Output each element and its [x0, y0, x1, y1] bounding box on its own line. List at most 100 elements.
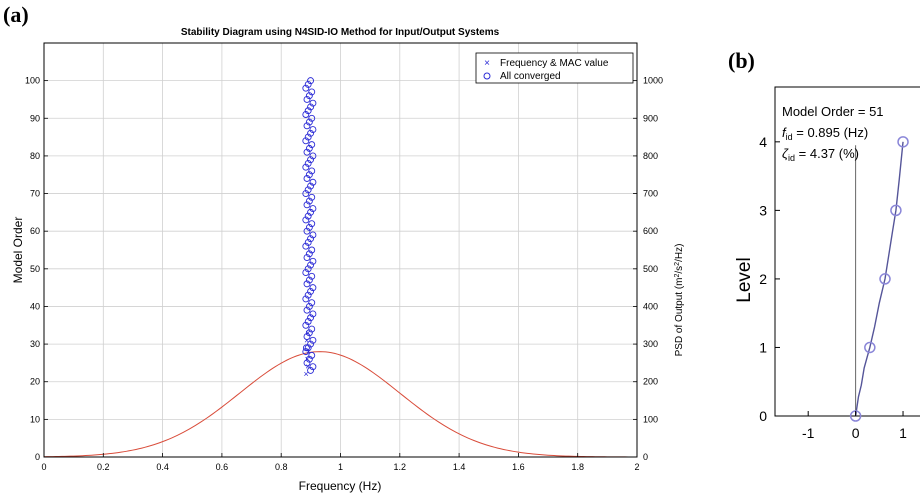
o-marker	[307, 366, 315, 374]
y-tick-label: 40	[30, 301, 40, 311]
o-marker	[308, 193, 316, 201]
o-marker	[305, 223, 313, 231]
x-marker: ×	[303, 369, 308, 379]
o-marker	[303, 254, 311, 261]
stability-diagram: ×××××× 0 0.2 0.4 0.6 0.8 1 1.2 1.4 1.6 1.8 2010203…	[11, 27, 685, 493]
annotation-frequency: fid = 0.895 (Hz)	[782, 125, 868, 142]
x-tick-label: 2	[634, 462, 639, 472]
o-marker	[304, 239, 312, 246]
o-marker	[302, 84, 310, 92]
o-marker	[307, 287, 315, 295]
y2-tick-label: 700	[643, 189, 658, 199]
legend-x-marker: ×	[484, 58, 490, 69]
o-marker	[303, 333, 311, 341]
o-marker	[309, 336, 317, 344]
legend-entry-all-converged: All converged	[500, 71, 561, 82]
y-axis-label: Model Order	[11, 217, 25, 284]
o-marker	[302, 137, 310, 145]
o-marker	[302, 163, 310, 171]
y2-tick-label: 400	[643, 301, 658, 311]
o-marker	[308, 88, 316, 96]
x-marker: ×	[304, 335, 309, 345]
o-marker	[303, 280, 311, 288]
o-marker	[305, 144, 313, 152]
o-marker	[305, 250, 313, 258]
ticks-b: -1 0 1 0 1 2 3 4	[759, 134, 907, 441]
x-tick-label: 1.8	[571, 462, 584, 472]
o-marker	[305, 355, 313, 363]
mode-point	[897, 136, 909, 148]
x-tick-label-b: 1	[899, 425, 907, 441]
y-tick-label-b: 3	[759, 202, 767, 218]
level-axis-label: Level	[734, 257, 755, 302]
o-marker	[304, 107, 312, 115]
y-tick-label: 90	[30, 113, 40, 123]
y-tick-label: 30	[30, 339, 40, 349]
x-marker: ×	[305, 362, 310, 372]
o-marker	[304, 212, 312, 220]
legend-box	[475, 52, 634, 84]
x-tick-label: 0.2	[97, 462, 110, 472]
o-marker	[307, 261, 315, 269]
mode-point	[890, 204, 902, 217]
psd-curve	[43, 351, 638, 458]
y2-tick-label: 600	[643, 226, 658, 236]
o-marker	[302, 321, 310, 329]
o-marker	[309, 231, 317, 239]
y2-tick-label: 800	[643, 151, 658, 161]
y-tick-label: 70	[30, 189, 40, 199]
panel-b-label: (b)	[728, 48, 755, 73]
o-marker	[309, 178, 317, 186]
o-marker	[304, 133, 312, 141]
o-marker	[305, 329, 313, 337]
x-tick-label: 1.6	[512, 462, 525, 472]
o-marker	[305, 276, 313, 284]
y2-tick-label: 200	[643, 377, 658, 387]
ticks-a: 0 0.2 0.4 0.6 0.8 1 1.2 1.4 1.6 1.8 20102030405060…	[25, 76, 663, 472]
y2-tick-label: 500	[643, 264, 658, 274]
o-marker	[309, 257, 317, 265]
o-marker	[303, 359, 311, 367]
o-marker	[302, 111, 310, 118]
o-marker	[308, 246, 316, 254]
series-all-converged	[302, 77, 317, 374]
y-tick-label-b: 0	[759, 408, 767, 424]
x-tick-label: 0.8	[275, 462, 288, 472]
o-marker	[304, 265, 312, 273]
mode-point	[864, 341, 876, 354]
o-marker	[308, 220, 316, 228]
x-tick-label: 0.6	[216, 462, 229, 472]
legend-entry-frequency-mac: Frequency & MAC value	[500, 58, 609, 69]
o-marker	[309, 99, 317, 107]
o-marker	[307, 314, 315, 322]
o-marker	[307, 208, 315, 216]
y-tick-label: 60	[30, 226, 40, 236]
o-marker	[309, 284, 317, 292]
o-marker	[303, 122, 311, 130]
o-marker	[303, 96, 311, 103]
y-tick-label: 50	[30, 264, 40, 274]
y-tick-label-b: 4	[759, 134, 767, 150]
o-marker	[305, 303, 313, 310]
y-tick-label-b: 1	[759, 339, 767, 355]
o-marker	[304, 344, 312, 352]
x-tick-label: 1.4	[453, 462, 466, 472]
o-marker	[308, 299, 316, 307]
x-axis-label: Frequency (Hz)	[299, 479, 382, 493]
o-marker	[309, 205, 317, 213]
o-marker	[308, 351, 316, 359]
o-marker	[308, 325, 316, 333]
annotation-model-order: Model Order = 51	[782, 104, 884, 119]
y2-tick-label: 100	[643, 414, 658, 424]
o-marker	[303, 306, 311, 314]
o-marker	[304, 291, 312, 299]
legend: × Frequency & MAC value All converged	[475, 52, 634, 84]
mode-shape-panel: -1 0 1 0 1 2 3 4 Level Model Order = 51 fid = 0…	[734, 86, 920, 441]
chart-title: Stability Diagram using N4SID-IO Method …	[181, 27, 500, 38]
y-tick-label: 10	[30, 414, 40, 424]
o-marker	[302, 242, 310, 250]
o-marker	[302, 344, 310, 352]
o-marker	[308, 141, 316, 149]
o-marker	[305, 171, 313, 179]
x-tick-label: 0	[41, 462, 46, 472]
